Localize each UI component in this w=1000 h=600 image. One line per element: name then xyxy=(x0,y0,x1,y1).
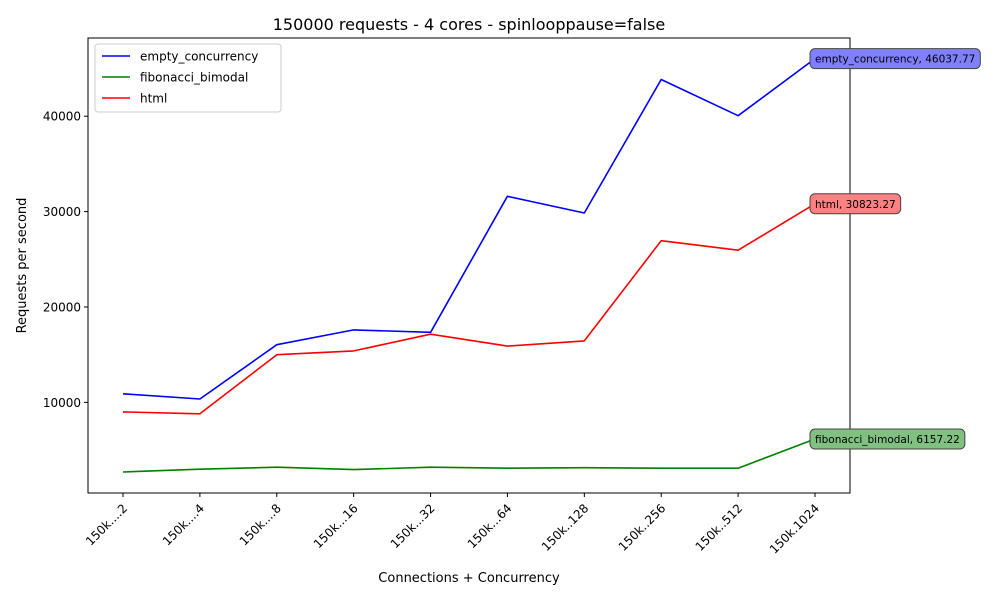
legend-label-html: html xyxy=(140,92,167,106)
legend-label-empty_concurrency: empty_concurrency xyxy=(140,50,258,64)
y-axis-label: Requests per second xyxy=(15,198,30,334)
series-line-empty_concurrency xyxy=(122,57,816,400)
annotation-html: html, 30823.27 xyxy=(809,193,902,215)
x-axis-label: Connections + Concurrency xyxy=(378,571,560,586)
y-tick-label: 40000 xyxy=(43,110,81,124)
annotation-fibonacci_bimodal: fibonacci_bimodal, 6157.22 xyxy=(809,428,966,450)
series-line-html xyxy=(122,203,816,415)
annotation-label: fibonacci_bimodal, 6157.22 xyxy=(815,434,960,446)
series-lines xyxy=(122,53,820,473)
legend-label-fibonacci_bimodal: fibonacci_bimodal xyxy=(140,71,248,85)
annotation-empty_concurrency: empty_concurrency, 46037.77 xyxy=(809,48,981,70)
annotation-box xyxy=(809,48,981,70)
annotations: empty_concurrency, 46037.77 html, 30823.2… xyxy=(809,48,981,450)
annotation-label: html, 30823.27 xyxy=(815,199,896,211)
annotation-box xyxy=(809,428,966,450)
y-tick-label: 30000 xyxy=(43,205,81,219)
y-axis: 10000 20000 30000 40000 xyxy=(43,110,88,410)
chart-title: 150000 requests - 4 cores - spinlooppaus… xyxy=(273,15,665,34)
legend-box xyxy=(94,43,282,113)
plot-area xyxy=(87,37,851,494)
annotation-label: empty_concurrency, 46037.77 xyxy=(815,54,975,66)
series-line-fibonacci_bimodal xyxy=(122,438,816,473)
y-tick-label: 10000 xyxy=(43,396,81,410)
annotation-box xyxy=(809,193,902,215)
y-tick-label: 20000 xyxy=(43,300,81,314)
